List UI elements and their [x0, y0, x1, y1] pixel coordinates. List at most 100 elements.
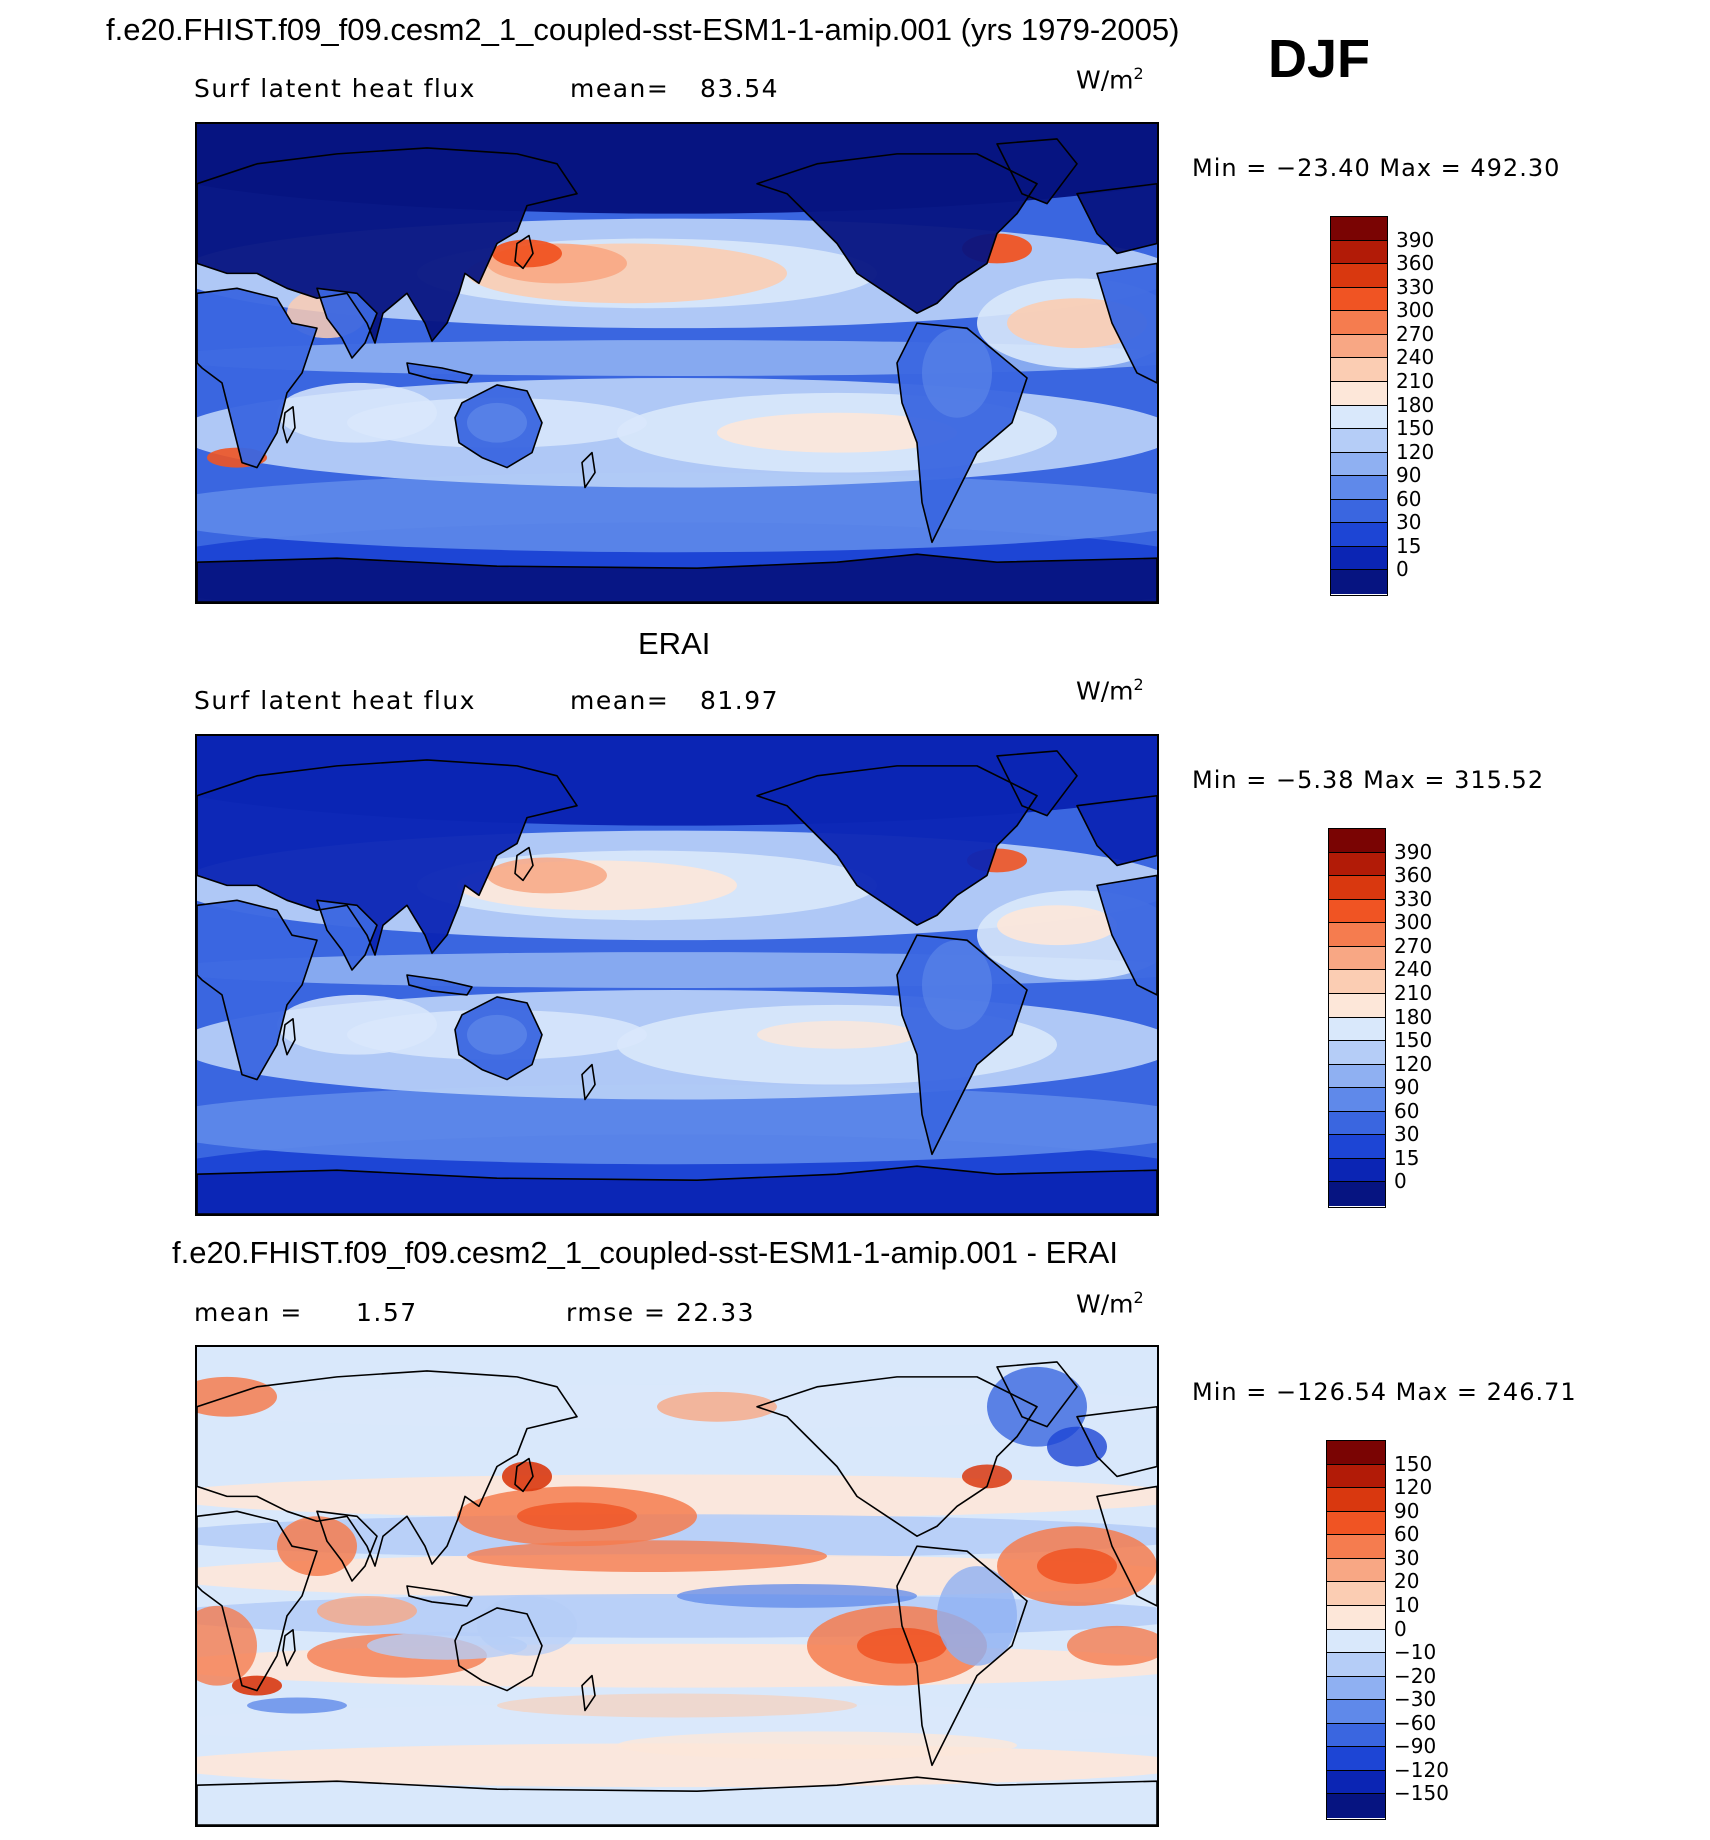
colorbar-swatch	[1327, 1794, 1385, 1818]
panel2-mean-label: mean=	[570, 686, 670, 715]
colorbar-tick-label: −10	[1394, 1640, 1437, 1665]
case-title: f.e20.FHIST.f09_f09.cesm2_1_coupled-sst-…	[106, 12, 1180, 47]
colorbar-swatch	[1327, 1676, 1385, 1701]
colorbar-swatch	[1327, 1605, 1385, 1630]
colorbar-swatch	[1331, 452, 1387, 477]
colorbar-swatch	[1329, 1135, 1385, 1159]
colorbar-tick-label: 10	[1394, 1592, 1420, 1617]
colorbar-tick-label: 60	[1394, 1098, 1420, 1123]
colorbar-swatch	[1329, 1158, 1385, 1183]
panel2-mean-value: 81.97	[700, 686, 780, 715]
colorbar-swatch	[1329, 876, 1385, 900]
colorbar-tick-label: −120	[1394, 1757, 1449, 1782]
panel2-variable: Surf latent heat flux	[194, 686, 476, 715]
colorbar-swatch	[1331, 217, 1387, 241]
panel3-colorbar	[1326, 1440, 1386, 1820]
panel2-units: W/m2	[1076, 675, 1144, 706]
colorbar-tick-label: 90	[1394, 1075, 1420, 1100]
colorbar-swatch	[1327, 1700, 1385, 1724]
panel3-units: W/m2	[1076, 1288, 1144, 1319]
colorbar-swatch	[1331, 264, 1387, 288]
panel3-mean-value: 1.57	[356, 1298, 418, 1327]
colorbar-swatch	[1329, 1182, 1385, 1206]
colorbar-tick-label: 60	[1394, 1522, 1420, 1547]
colorbar-tick-label: 90	[1394, 1498, 1420, 1523]
colorbar-tick-label: 330	[1394, 886, 1433, 911]
colorbar-tick-label: 240	[1396, 345, 1435, 370]
colorbar-tick-label: 0	[1396, 557, 1409, 582]
colorbar-swatch	[1331, 570, 1387, 594]
colorbar-tick-label: 210	[1396, 368, 1435, 393]
colorbar-tick-label: 30	[1394, 1545, 1420, 1570]
colorbar-swatch	[1329, 970, 1385, 994]
colorbar-tick-label: 90	[1396, 463, 1422, 488]
panel1-variable: Surf latent heat flux	[194, 74, 476, 103]
colorbar-swatch	[1329, 1041, 1385, 1065]
panel1-map	[195, 122, 1159, 604]
colorbar-tick-label: 15	[1396, 533, 1422, 558]
colorbar-tick-label: 270	[1394, 933, 1433, 958]
colorbar-swatch	[1329, 1088, 1385, 1112]
colorbar-tick-label: 210	[1394, 980, 1433, 1005]
panel2-title: ERAI	[638, 626, 711, 661]
panel3-map	[195, 1345, 1159, 1827]
colorbar-swatch	[1327, 1629, 1385, 1654]
colorbar-swatch	[1331, 499, 1387, 524]
colorbar-tick-label: −90	[1394, 1734, 1437, 1759]
panel1-mean-label: mean=	[570, 74, 670, 103]
panel1-units: W/m2	[1076, 64, 1144, 95]
colorbar-tick-label: 150	[1396, 416, 1435, 441]
colorbar-tick-label: 20	[1394, 1569, 1420, 1594]
panel1-colorbar	[1330, 216, 1388, 596]
panel2-map	[195, 734, 1159, 1216]
colorbar-swatch	[1331, 429, 1387, 453]
colorbar-tick-label: 180	[1394, 1004, 1433, 1029]
colorbar-tick-label: 30	[1394, 1122, 1420, 1147]
colorbar-tick-label: 0	[1394, 1169, 1407, 1194]
colorbar-swatch	[1331, 523, 1387, 547]
colorbar-swatch	[1331, 240, 1387, 265]
panel1-minmax: Min = −23.40 Max = 492.30	[1192, 154, 1561, 182]
colorbar-swatch	[1327, 1535, 1385, 1559]
colorbar-swatch	[1327, 1488, 1385, 1512]
colorbar-tick-label: 300	[1396, 298, 1435, 323]
colorbar-tick-label: 120	[1394, 1051, 1433, 1076]
colorbar-swatch	[1331, 358, 1387, 382]
colorbar-swatch	[1331, 381, 1387, 406]
colorbar-swatch	[1331, 476, 1387, 500]
colorbar-swatch	[1327, 1511, 1385, 1536]
colorbar-swatch	[1327, 1558, 1385, 1583]
colorbar-tick-label: −20	[1394, 1663, 1437, 1688]
colorbar-swatch	[1327, 1653, 1385, 1677]
colorbar-swatch	[1329, 946, 1385, 971]
colorbar-tick-label: −150	[1394, 1781, 1449, 1806]
colorbar-swatch	[1331, 334, 1387, 359]
colorbar-swatch	[1327, 1770, 1385, 1795]
colorbar-tick-label: 120	[1396, 439, 1435, 464]
colorbar-tick-label: 150	[1394, 1451, 1433, 1476]
panel2-minmax: Min = −5.38 Max = 315.52	[1192, 766, 1545, 794]
colorbar-tick-label: 240	[1394, 957, 1433, 982]
colorbar-swatch	[1329, 1111, 1385, 1136]
panel3-rmse: rmse = 22.33	[566, 1298, 756, 1327]
colorbar-swatch	[1327, 1464, 1385, 1489]
colorbar-swatch	[1329, 1064, 1385, 1089]
season-label: DJF	[1268, 29, 1371, 89]
panel3-mean-label: mean =	[194, 1298, 303, 1327]
colorbar-swatch	[1331, 546, 1387, 571]
colorbar-tick-label: 270	[1396, 321, 1435, 346]
colorbar-tick-label: 180	[1396, 392, 1435, 417]
colorbar-tick-label: 330	[1396, 274, 1435, 299]
colorbar-swatch	[1331, 287, 1387, 312]
colorbar-tick-label: 60	[1396, 486, 1422, 511]
colorbar-swatch	[1327, 1747, 1385, 1771]
colorbar-swatch	[1331, 311, 1387, 335]
colorbar-tick-label: 120	[1394, 1475, 1433, 1500]
panel2-colorbar	[1328, 828, 1386, 1208]
colorbar-tick-label: 0	[1394, 1616, 1407, 1641]
colorbar-tick-label: 15	[1394, 1145, 1420, 1170]
panel3-minmax: Min = −126.54 Max = 246.71	[1192, 1378, 1577, 1406]
colorbar-swatch	[1329, 852, 1385, 877]
colorbar-swatch	[1327, 1723, 1385, 1748]
colorbar-tick-label: 30	[1396, 510, 1422, 535]
